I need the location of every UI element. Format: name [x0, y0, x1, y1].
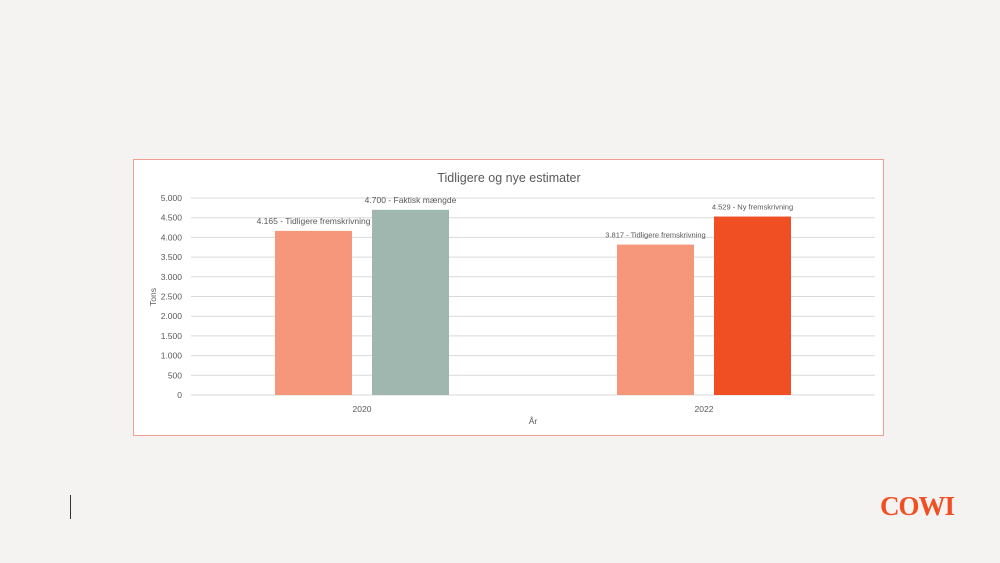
y-tick-label: 1.500 — [161, 331, 183, 341]
y-tick-label: 5.000 — [161, 193, 183, 203]
y-tick-label: 3.500 — [161, 252, 183, 262]
bar — [714, 216, 791, 395]
y-tick-label: 0 — [177, 390, 182, 400]
footer-divider — [70, 495, 71, 519]
y-tick-label: 500 — [168, 370, 182, 380]
x-tick-label: 2020 — [353, 404, 372, 414]
data-label: 4.165 - Tidligere fremskrivning — [257, 216, 371, 226]
chart-title: Tidligere og nye estimater — [437, 171, 580, 185]
x-tick-label: 2022 — [695, 404, 714, 414]
y-tick-label: 2.500 — [161, 292, 183, 302]
bar — [617, 244, 694, 395]
bars — [275, 209, 791, 395]
data-label: 4.529 - Ny fremskrivning — [712, 203, 793, 212]
y-axis-title: Tons — [148, 288, 158, 306]
y-tick-label: 1.000 — [161, 351, 183, 361]
data-label: 4.700 - Faktisk mængde — [365, 195, 457, 205]
y-tick-labels: 0 500 1.000 1.500 2.000 2.500 3.000 3.500 4.000 4… — [161, 193, 183, 400]
y-tick-label: 4.000 — [161, 232, 183, 242]
x-tick-labels: 2020 2022 — [353, 404, 714, 414]
x-axis-title: År — [529, 416, 538, 426]
y-tick-label: 2.000 — [161, 311, 183, 321]
chart-frame: Tidligere og nye estimater 0 500 1.000 1.50… — [133, 159, 884, 436]
bar — [372, 209, 449, 395]
y-tick-label: 3.000 — [161, 272, 183, 282]
data-labels: 4.165 - Tidligere fremskrivning 4.700 - F… — [257, 195, 794, 240]
cowi-logo: COWI — [880, 491, 955, 521]
bar — [275, 230, 352, 395]
data-label: 3.817 - Tidligere fremskrivning — [605, 231, 705, 240]
y-tick-label: 4.500 — [161, 213, 183, 223]
bar-chart: Tidligere og nye estimater 0 500 1.000 1.50… — [148, 171, 875, 426]
